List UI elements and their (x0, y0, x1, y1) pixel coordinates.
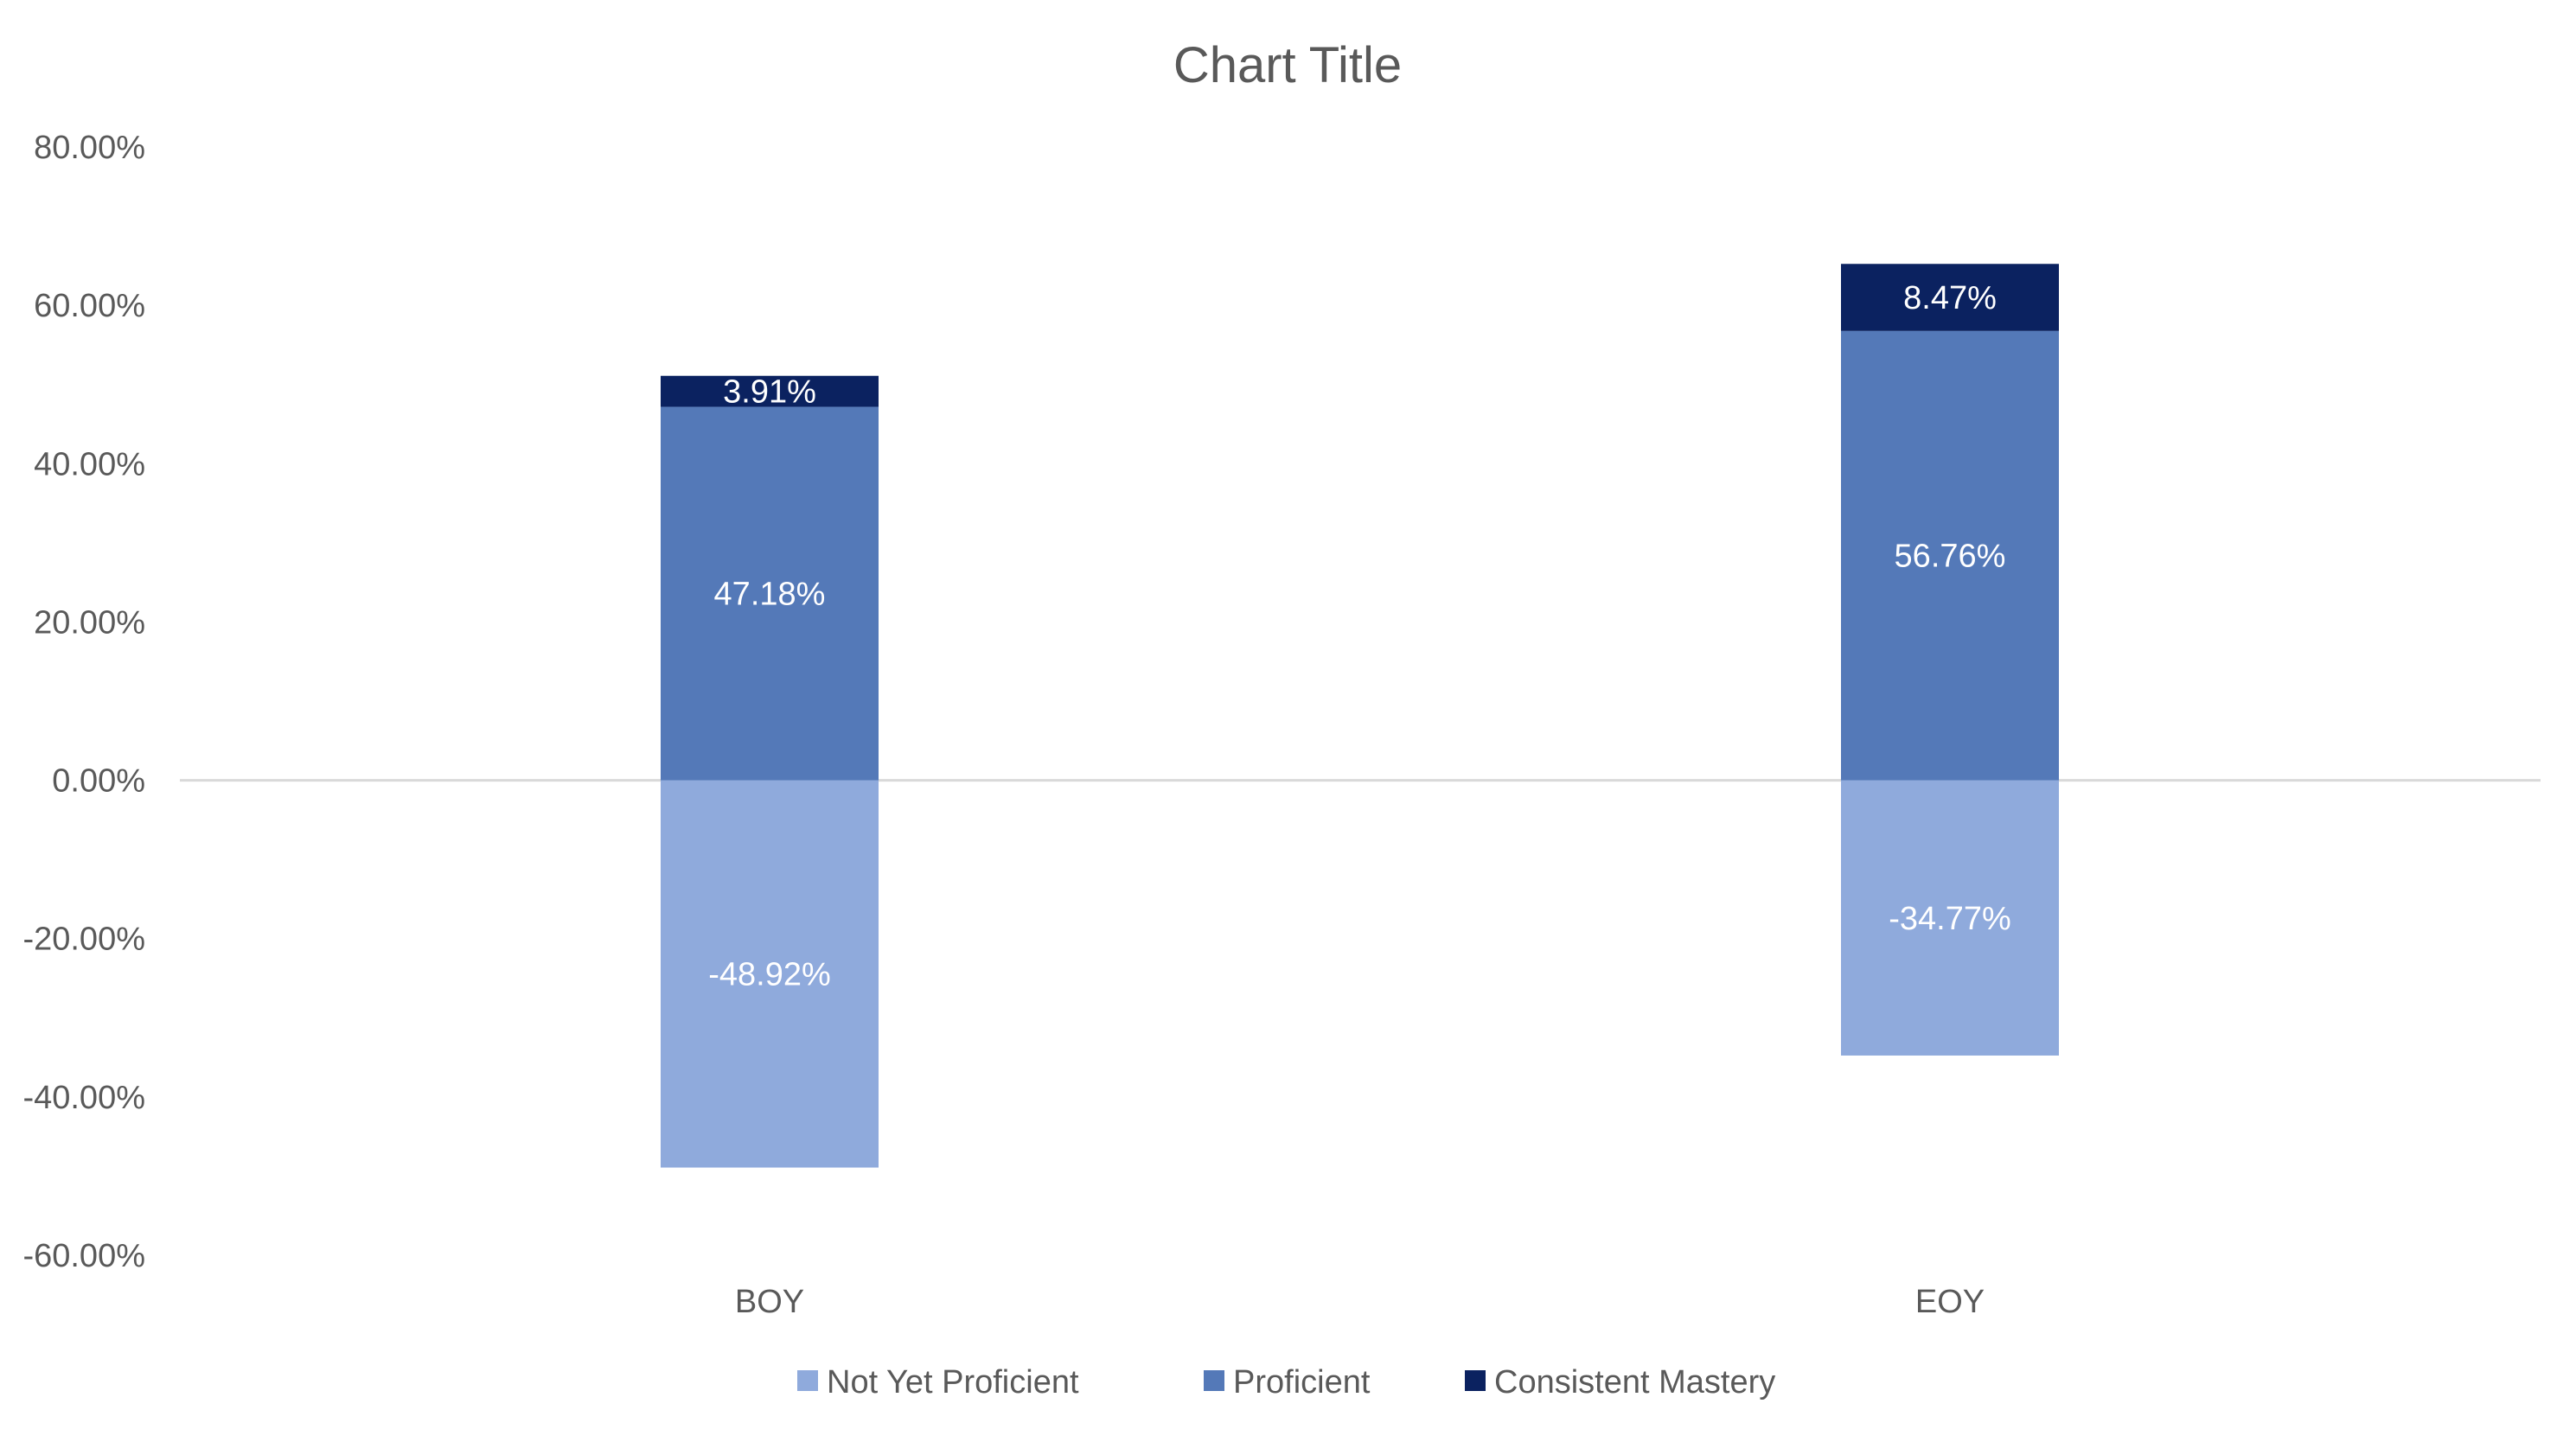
y-tick-label: -20.00% (22, 922, 145, 958)
x-category-label: EOY (1915, 1284, 1985, 1320)
y-tick-label: 60.00% (34, 288, 145, 324)
legend-item-proficient[interactable]: Proficient (1204, 1364, 1371, 1401)
bar-segment-consistent-mastery[interactable] (661, 375, 879, 407)
data-labels-group: -48.92% 47.18% 3.91% -34.77% 56.76% 8.47% (708, 280, 2011, 993)
y-tick-label: 0.00% (52, 763, 145, 800)
x-axis: BOY EOY (735, 1284, 1985, 1320)
data-label: -48.92% (708, 957, 831, 993)
x-category-label: BOY (735, 1284, 804, 1320)
legend-label: Proficient (1233, 1364, 1371, 1401)
data-label: 47.18% (714, 577, 826, 613)
legend[interactable]: Not Yet Proficient Proficient Consistent M… (797, 1364, 1775, 1401)
chart-title: Chart Title (1173, 37, 1402, 93)
bar-segment-proficient[interactable] (1841, 330, 2059, 781)
bar-segment-not-yet-proficient[interactable] (661, 780, 879, 1168)
bars-group (661, 264, 2059, 1168)
y-tick-label: -40.00% (22, 1080, 145, 1116)
y-tick-label: 40.00% (34, 446, 145, 482)
bar-segment-not-yet-proficient[interactable] (1841, 780, 2059, 1056)
legend-swatch (797, 1370, 818, 1391)
legend-label: Consistent Mastery (1494, 1364, 1775, 1401)
y-tick-label: -60.00% (22, 1238, 145, 1274)
data-label: -34.77% (1889, 901, 2011, 937)
legend-item-consistent-mastery[interactable]: Consistent Mastery (1465, 1364, 1775, 1401)
legend-swatch (1204, 1370, 1224, 1391)
y-tick-label: 80.00% (34, 130, 145, 166)
y-axis: 80.00% 60.00% 40.00% 20.00% 0.00% -20.00% -40.… (22, 130, 145, 1274)
bar-segment-proficient[interactable] (661, 406, 879, 781)
data-label: 56.76% (1895, 539, 2006, 575)
bar-segment-consistent-mastery[interactable] (1841, 264, 2059, 331)
y-tick-label: 20.00% (34, 604, 145, 641)
data-label: 8.47% (1903, 280, 1997, 316)
data-label: 3.91% (723, 374, 816, 411)
legend-swatch (1465, 1370, 1486, 1391)
legend-label: Not Yet Proficient (827, 1364, 1079, 1401)
legend-item-not-yet-proficient[interactable]: Not Yet Proficient (797, 1364, 1079, 1401)
